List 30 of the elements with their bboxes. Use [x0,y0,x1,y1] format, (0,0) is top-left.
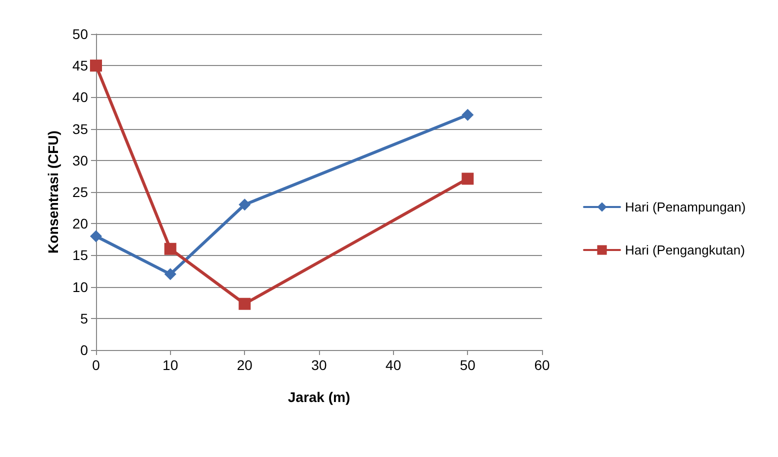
x-tick-label: 30 [311,357,327,373]
y-tick-label: 0 [80,342,88,358]
legend-label: Hari (Pengangkutan) [625,242,745,258]
y-axis-title: Konsentrasi (CFU) [45,130,61,254]
y-tick-label: 30 [72,152,88,168]
point [238,298,251,310]
y-tick-label: 25 [72,184,88,200]
y-tick-label: 40 [72,89,88,106]
point [164,268,176,280]
x-tick-label: 50 [460,357,476,373]
y-tick-label: 5 [80,310,88,326]
x-tick-label: 20 [236,357,253,373]
x-tick-label: 60 [534,357,550,373]
point [164,242,176,255]
y-tick-label: 10 [72,278,88,295]
x-tick-label: 10 [162,357,178,373]
y-tick-label: 20 [72,216,88,232]
legend-label: Hari (Penampungan) [625,200,746,214]
point [90,230,102,242]
point [462,108,474,121]
point [90,60,102,72]
x-tick-label: 40 [386,357,402,373]
point [238,198,251,211]
y-tick-label: 45 [72,58,88,74]
point [462,172,474,185]
y-tick-label: 35 [72,120,88,137]
y-tick-label: 50 [72,26,88,42]
x-tick-label: 0 [92,357,100,373]
y-tick-label: 15 [72,247,88,264]
x-axis-title: Jarak (m) [288,389,350,405]
